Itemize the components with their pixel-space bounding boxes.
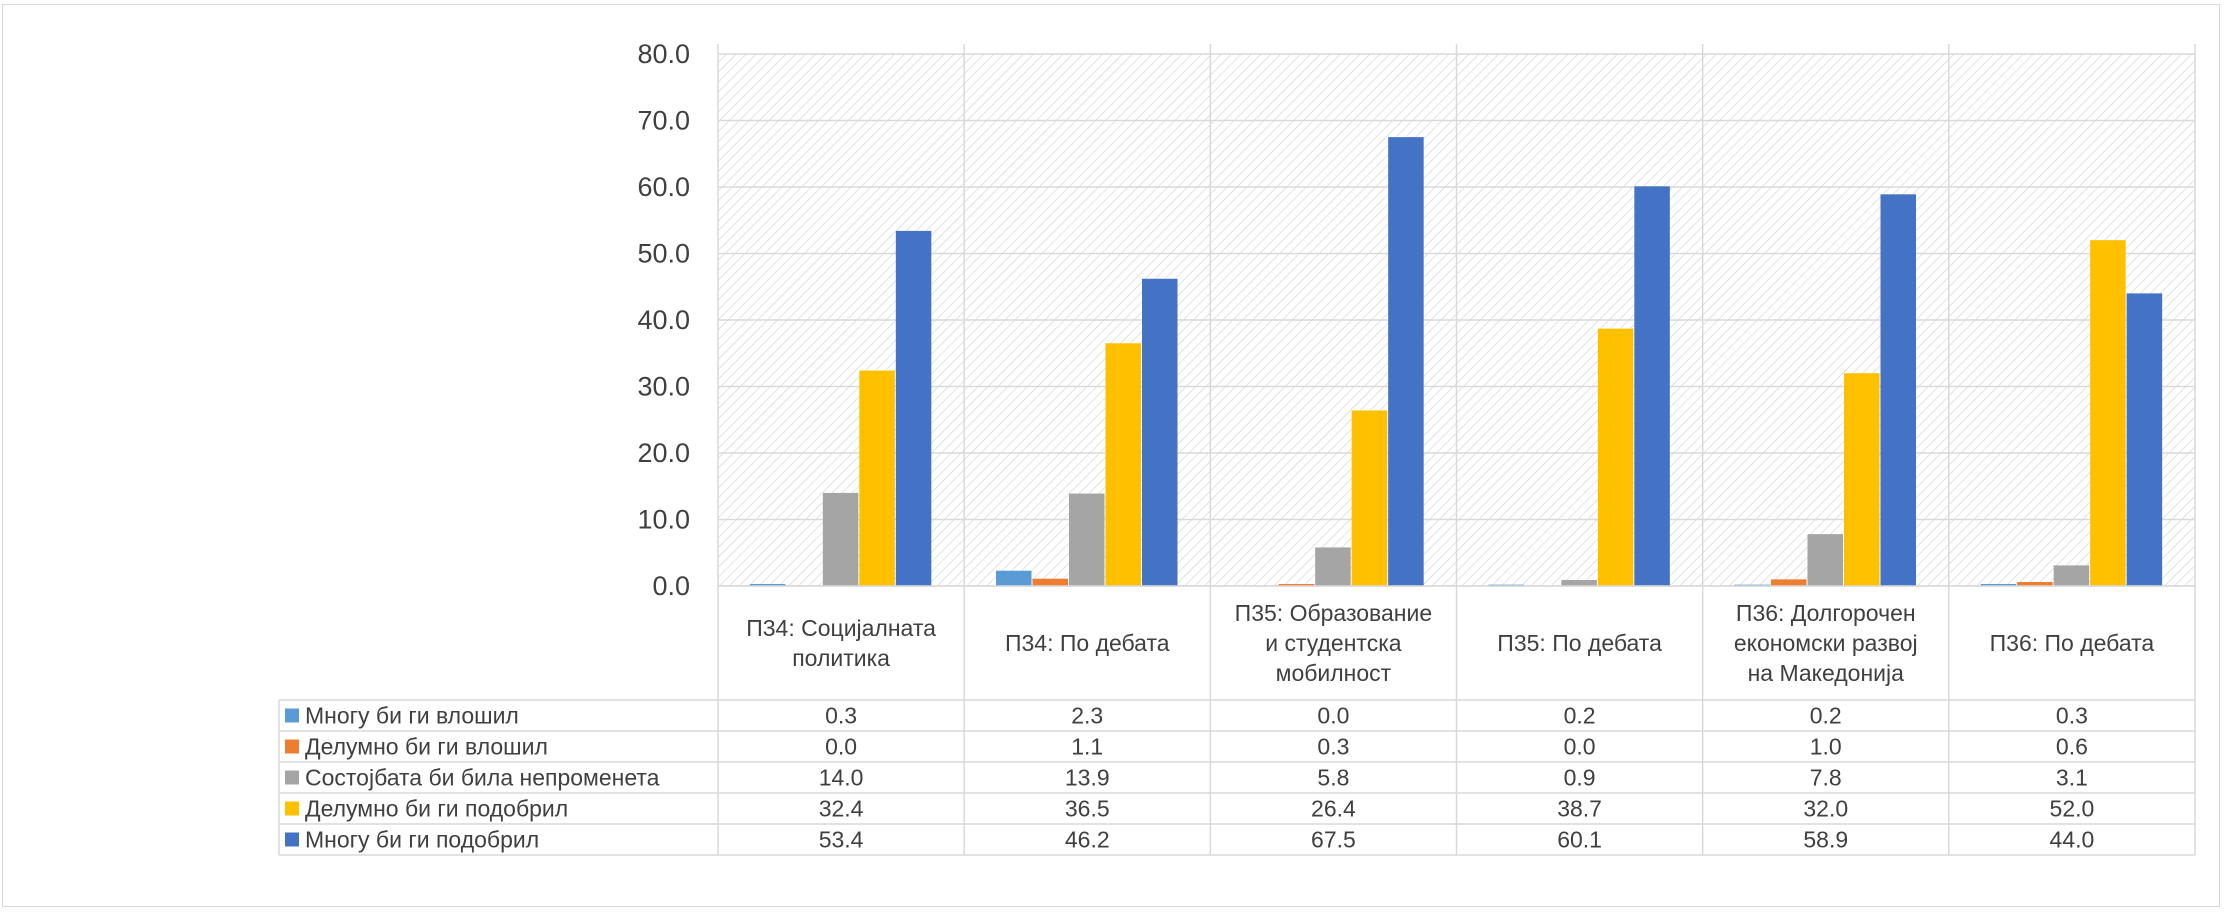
bar bbox=[1388, 137, 1424, 586]
y-tick-label: 40.0 bbox=[637, 305, 690, 335]
category-label: П35: По дебата bbox=[1497, 630, 1662, 656]
category-label-line: П35: Образование bbox=[1235, 600, 1432, 626]
category-label-line: П35: По дебата bbox=[1497, 630, 1662, 656]
table-cell-value: 53.4 bbox=[819, 827, 864, 853]
bar bbox=[1980, 584, 2017, 586]
bar bbox=[1807, 534, 1843, 586]
y-tick-label: 70.0 bbox=[637, 106, 690, 136]
table-cell-value: 14.0 bbox=[819, 765, 864, 791]
bars bbox=[749, 137, 2163, 586]
chart-frame: 0.0 10.0 20.0 30.0 40.0 50.0 60.0 70.0 80.0 П34:… bbox=[2, 4, 2220, 907]
table-cell-value: 52.0 bbox=[2050, 796, 2095, 822]
bar bbox=[822, 492, 859, 586]
table-cell-value: 5.8 bbox=[1317, 765, 1349, 791]
legend-entry: Делумно би ги подобрил bbox=[305, 796, 568, 822]
bar bbox=[1561, 580, 1597, 586]
y-tick-label: 50.0 bbox=[637, 239, 690, 269]
y-tick-label: 20.0 bbox=[637, 438, 690, 468]
legend-key bbox=[285, 739, 299, 754]
bar bbox=[1315, 547, 1351, 586]
legend-key bbox=[285, 708, 299, 723]
bar bbox=[749, 584, 786, 586]
bar bbox=[2126, 293, 2163, 586]
table-cell-value: 7.8 bbox=[1810, 765, 1842, 791]
bar bbox=[2053, 565, 2090, 586]
table-cell-value: 32.4 bbox=[819, 796, 864, 822]
category-label-line: политика bbox=[792, 645, 890, 671]
bar bbox=[2017, 582, 2053, 586]
bar-chart-with-data-table: 0.0 10.0 20.0 30.0 40.0 50.0 60.0 70.0 80.0 П34:… bbox=[278, 39, 2196, 856]
table-cell-value: 26.4 bbox=[1311, 796, 1356, 822]
category-label: П34: По дебата bbox=[1005, 630, 1170, 656]
bar bbox=[1142, 278, 1178, 586]
legend-key bbox=[285, 801, 299, 816]
table-cell-value: 3.1 bbox=[2056, 765, 2088, 791]
bar bbox=[1032, 578, 1068, 586]
y-tick-label: 10.0 bbox=[637, 505, 690, 535]
bar bbox=[1351, 410, 1388, 586]
legend-entry: Многу би ги подобрил bbox=[305, 827, 539, 853]
table-cell-value: 0.0 bbox=[1564, 734, 1596, 760]
table-cell-value: 1.0 bbox=[1810, 734, 1842, 760]
table-cell-value: 0.9 bbox=[1564, 765, 1596, 791]
category-label-line: П34: Социјалната bbox=[746, 615, 936, 641]
table-cell-value: 60.1 bbox=[1557, 827, 1602, 853]
table-cell-value: 0.3 bbox=[2056, 703, 2088, 729]
category-label: П34: Социјалната политика bbox=[746, 615, 936, 671]
category-label-line: П36: Долгорочен bbox=[1736, 600, 1916, 626]
bar bbox=[1278, 584, 1315, 586]
table-cell-value: 58.9 bbox=[1803, 827, 1848, 853]
y-tick-label: 0.0 bbox=[652, 571, 690, 601]
category-label-line: П34: По дебата bbox=[1005, 630, 1170, 656]
y-axis-tick-labels: 0.0 10.0 20.0 30.0 40.0 50.0 60.0 70.0 80.0 bbox=[637, 39, 690, 601]
category-label-line: на Македонија bbox=[1748, 660, 1905, 686]
table-cell-value: 38.7 bbox=[1557, 796, 1602, 822]
table-cell-value: 32.0 bbox=[1803, 796, 1848, 822]
category-label-line: економски развој bbox=[1734, 630, 1918, 656]
legend-entry: Состојбата би била непроменета bbox=[305, 765, 660, 791]
legend-key bbox=[285, 832, 299, 847]
category-label: П36: Долгорочен економски развој на Македо… bbox=[1734, 600, 1918, 686]
bar bbox=[1880, 194, 1916, 586]
table-cell-value: 0.0 bbox=[1317, 703, 1349, 729]
table-cell-value: 0.3 bbox=[825, 703, 857, 729]
table-cell-value: 13.9 bbox=[1065, 765, 1110, 791]
legend-key bbox=[285, 770, 299, 785]
table-cell-value: 0.2 bbox=[1564, 703, 1596, 729]
table-cell-value: 0.3 bbox=[1317, 734, 1349, 760]
bar bbox=[859, 370, 895, 586]
category-label: П36: По дебата bbox=[1990, 630, 2155, 656]
category-label-line: и студентска bbox=[1265, 630, 1402, 656]
table-cell-value: 1.1 bbox=[1071, 734, 1103, 760]
bar bbox=[1597, 328, 1634, 586]
table-cell-value: 44.0 bbox=[2050, 827, 2095, 853]
table-cell-value: 2.3 bbox=[1071, 703, 1103, 729]
legend-entry: Делумно би ги влошил bbox=[305, 734, 548, 760]
category-label-line: мобилност bbox=[1276, 660, 1392, 686]
table-cell-value: 67.5 bbox=[1311, 827, 1356, 853]
bar bbox=[1844, 373, 1880, 586]
bar bbox=[2090, 240, 2126, 586]
table-cell-value: 46.2 bbox=[1065, 827, 1110, 853]
bar bbox=[996, 570, 1032, 586]
table-cell-value: 0.0 bbox=[825, 734, 857, 760]
data-table: П34: Социјалната политика П34: По дебата П3… bbox=[278, 44, 2196, 856]
legend-entry: Многу би ги влошил bbox=[305, 703, 519, 729]
table-cell-value: 36.5 bbox=[1065, 796, 1110, 822]
bar bbox=[895, 230, 932, 586]
bar bbox=[1771, 579, 1807, 586]
table-cell-value: 0.2 bbox=[1810, 703, 1842, 729]
category-label: П35: Образование и студентска мобилност bbox=[1235, 600, 1432, 686]
table-cell-value: 0.6 bbox=[2056, 734, 2088, 760]
y-tick-label: 80.0 bbox=[637, 39, 690, 69]
bar bbox=[1069, 493, 1105, 586]
bar bbox=[1105, 343, 1141, 586]
category-label-line: П36: По дебата bbox=[1990, 630, 2155, 656]
y-tick-label: 30.0 bbox=[637, 372, 690, 402]
y-tick-label: 60.0 bbox=[637, 172, 690, 202]
bar bbox=[1634, 186, 1670, 586]
